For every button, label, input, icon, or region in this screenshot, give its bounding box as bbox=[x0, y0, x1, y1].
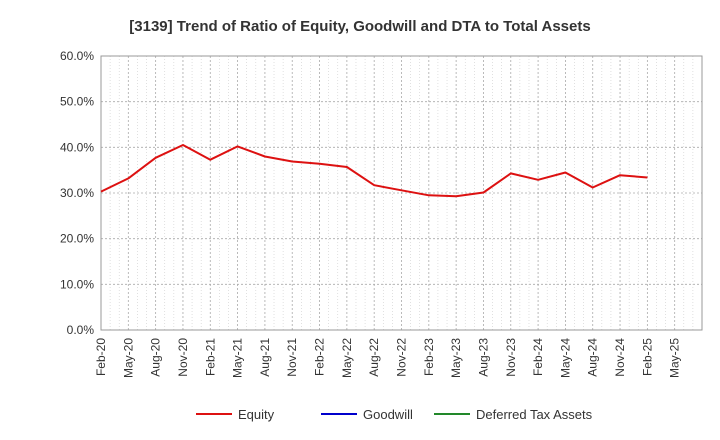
legend-item: Goodwill bbox=[321, 407, 413, 422]
legend-label: Goodwill bbox=[363, 407, 413, 422]
y-tick-label: 40.0% bbox=[60, 140, 94, 154]
x-tick-label: Nov-22 bbox=[395, 338, 409, 377]
x-axis-ticks: Feb-20 May-20 Aug-20 Nov-20 Feb-21 May-21 Aug-… bbox=[94, 338, 682, 378]
x-tick-label: Nov-21 bbox=[285, 338, 299, 377]
y-tick-label: 0.0% bbox=[67, 323, 95, 337]
x-tick-label: Feb-21 bbox=[203, 338, 217, 376]
x-tick-label: Aug-23 bbox=[476, 338, 490, 377]
legend-item: Deferred Tax Assets bbox=[434, 407, 593, 422]
x-tick-label: Aug-24 bbox=[586, 338, 600, 377]
chart-title: [3139] Trend of Ratio of Equity, Goodwil… bbox=[129, 18, 590, 35]
x-tick-label: May-24 bbox=[558, 338, 572, 378]
x-tick-label: Nov-24 bbox=[613, 338, 627, 377]
grid bbox=[100, 55, 703, 331]
x-tick-label: Feb-25 bbox=[640, 338, 654, 376]
x-tick-label: May-23 bbox=[449, 338, 463, 378]
y-tick-label: 10.0% bbox=[60, 277, 94, 291]
x-tick-label: Nov-20 bbox=[176, 338, 190, 377]
y-tick-label: 50.0% bbox=[60, 95, 94, 109]
x-tick-label: Aug-22 bbox=[367, 338, 381, 377]
legend-label: Deferred Tax Assets bbox=[476, 407, 593, 422]
x-tick-label: May-20 bbox=[121, 338, 135, 378]
x-tick-label: May-25 bbox=[668, 338, 682, 378]
x-tick-label: May-21 bbox=[231, 338, 245, 378]
x-tick-label: Feb-20 bbox=[94, 338, 108, 376]
x-tick-label: Aug-20 bbox=[149, 338, 163, 377]
x-tick-label: Feb-22 bbox=[313, 338, 327, 376]
plot-area bbox=[100, 55, 703, 331]
x-tick-label: Aug-21 bbox=[258, 338, 272, 377]
legend-label: Equity bbox=[238, 407, 275, 422]
y-tick-label: 30.0% bbox=[60, 186, 94, 200]
x-tick-label: May-22 bbox=[340, 338, 354, 378]
legend-item: Equity bbox=[196, 407, 275, 422]
series bbox=[100, 144, 648, 198]
y-axis-ticks: 0.0% 10.0% 20.0% 30.0% 40.0% 50.0% 60.0% bbox=[60, 49, 94, 337]
series-line-equity bbox=[100, 144, 648, 198]
legend: Equity Goodwill Deferred Tax Assets bbox=[196, 407, 593, 422]
x-tick-label: Nov-23 bbox=[504, 338, 518, 377]
y-tick-label: 60.0% bbox=[60, 49, 94, 63]
y-tick-label: 20.0% bbox=[60, 232, 94, 246]
x-tick-label: Feb-24 bbox=[531, 338, 545, 376]
x-tick-label: Feb-23 bbox=[422, 338, 436, 376]
